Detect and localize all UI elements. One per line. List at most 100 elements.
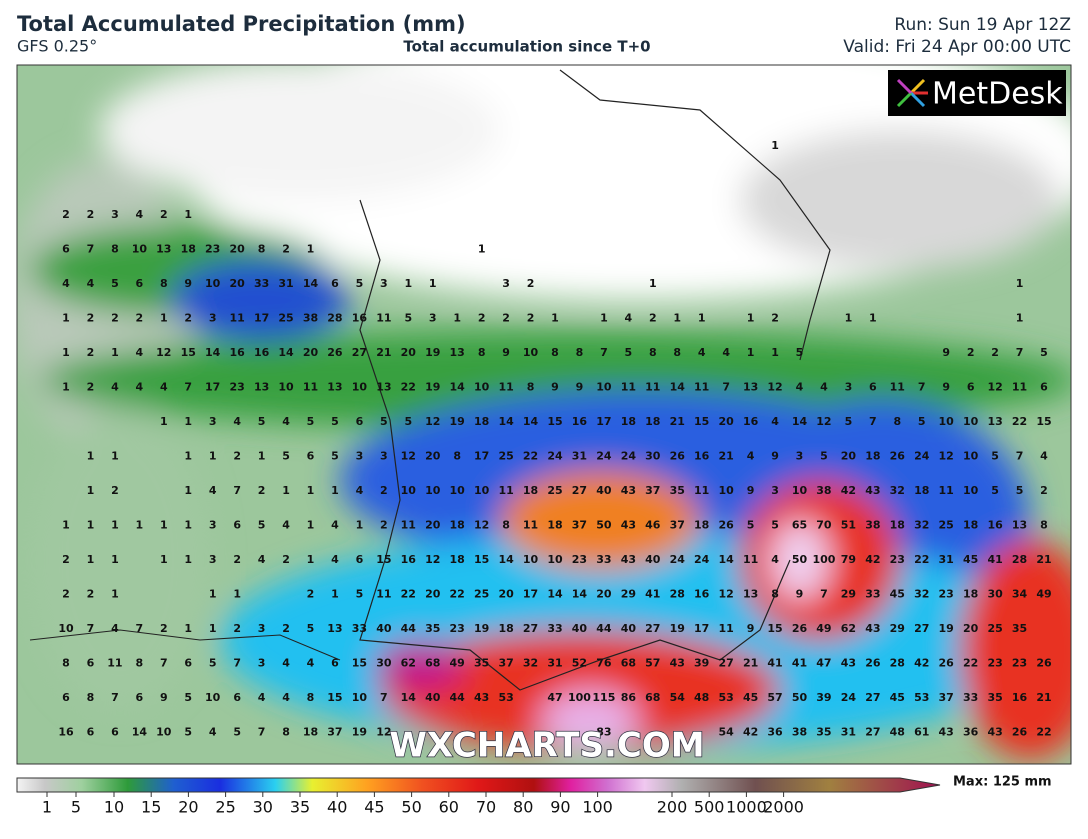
grid-value: 13 — [376, 381, 391, 394]
grid-value: 79 — [841, 553, 856, 566]
grid-value: 5 — [282, 450, 290, 463]
grid-value: 5 — [307, 415, 315, 428]
grid-value: 43 — [865, 484, 880, 497]
grid-value: 7 — [87, 243, 95, 256]
grid-value: 26 — [718, 519, 734, 532]
legend-tick-label: 15 — [141, 798, 161, 817]
grid-value: 14 — [792, 415, 808, 428]
grid-value: 1 — [209, 588, 217, 601]
value-grid: 12 2 3 4 2 16 7 8 10 13 18 23 20 8 2 1 14 4 5 6 8 9 10 20 33 31 14… — [58, 139, 1052, 739]
grid-value: 8 — [453, 450, 461, 463]
grid-value: 11 — [1012, 381, 1027, 394]
grid-value: 7 — [1016, 346, 1024, 359]
grid-value: 20 — [596, 588, 612, 601]
grid-value: 4 — [209, 484, 217, 497]
grid-value: 6 — [111, 726, 119, 739]
grid-value: 30 — [987, 588, 1003, 601]
grid-value: 7 — [869, 415, 877, 428]
grid-value: 8 — [136, 657, 144, 670]
grid-value: 32 — [914, 588, 929, 601]
grid-value: 5 — [991, 450, 999, 463]
grid-value: 5 — [1016, 484, 1024, 497]
grid-value: 40 — [376, 622, 392, 635]
grid-value: 5 — [184, 691, 192, 704]
grid-value: 5 — [918, 415, 926, 428]
grid-value: 10 — [939, 415, 955, 428]
grid-value: 37 — [572, 519, 587, 532]
grid-value: 49 — [450, 657, 465, 670]
grid-value: 19 — [425, 381, 440, 394]
grid-value: 5 — [845, 415, 853, 428]
grid-value: 5 — [331, 450, 339, 463]
grid-value: 8 — [478, 346, 486, 359]
grid-value: 4 — [356, 484, 364, 497]
grid-value: 1 — [62, 519, 70, 532]
grid-value: 26 — [939, 657, 955, 670]
grid-value: 8 — [771, 588, 779, 601]
grid-value: 26 — [1012, 726, 1028, 739]
grid-value: 16 — [694, 450, 710, 463]
grid-value: 19 — [352, 726, 367, 739]
grid-value: 2 — [967, 346, 975, 359]
grid-value: 1 — [111, 519, 119, 532]
grid-value: 4 — [307, 657, 315, 670]
grid-value: 18 — [303, 726, 318, 739]
grid-value: 12 — [425, 553, 440, 566]
grid-value: 13 — [254, 381, 269, 394]
grid-value: 35 — [474, 657, 489, 670]
grid-value: 7 — [1016, 450, 1024, 463]
grid-value: 11 — [743, 553, 758, 566]
grid-value: 3 — [258, 622, 266, 635]
grid-value: 17 — [205, 381, 220, 394]
grid-value: 15 — [327, 691, 342, 704]
grid-value: 7 — [136, 622, 144, 635]
grid-value: 4 — [87, 277, 95, 290]
grid-value: 1 — [331, 588, 339, 601]
grid-value: 13 — [156, 243, 171, 256]
grid-value: 8 — [576, 346, 584, 359]
grid-value: 9 — [771, 450, 779, 463]
grid-value: 31 — [841, 726, 856, 739]
legend-tick-label: 50 — [401, 798, 421, 817]
grid-value: 5 — [258, 415, 266, 428]
grid-value: 43 — [670, 657, 685, 670]
grid-value: 41 — [987, 553, 1002, 566]
grid-value: 4 — [331, 519, 339, 532]
grid-value: 50 — [792, 553, 808, 566]
grid-value: 41 — [792, 657, 807, 670]
grid-value: 9 — [502, 346, 510, 359]
grid-value: 32 — [914, 519, 929, 532]
grid-value: 16 — [352, 312, 368, 325]
grid-value: 10 — [205, 277, 221, 290]
grid-value: 10 — [352, 691, 368, 704]
grid-value: 40 — [596, 484, 612, 497]
grid-value: 20 — [229, 243, 245, 256]
grid-value: 43 — [987, 726, 1002, 739]
grid-value: 6 — [62, 243, 70, 256]
grid-value: 4 — [796, 381, 804, 394]
map-frame — [16, 64, 1072, 765]
grid-value: 5 — [356, 277, 364, 290]
grid-value: 13 — [987, 415, 1002, 428]
grid-value: 15 — [181, 346, 196, 359]
grid-value: 1 — [136, 519, 144, 532]
grid-value: 9 — [747, 484, 755, 497]
grid-value: 11 — [498, 381, 513, 394]
grid-value: 4 — [722, 346, 730, 359]
grid-value: 57 — [645, 657, 660, 670]
grid-value: 7 — [233, 484, 241, 497]
grid-value: 2 — [282, 622, 290, 635]
grid-value: 2 — [258, 484, 266, 497]
grid-value: 23 — [229, 381, 244, 394]
grid-value: 2 — [87, 208, 95, 221]
grid-value: 53 — [914, 691, 929, 704]
grid-value: 20 — [963, 622, 979, 635]
grid-value: 5 — [209, 657, 217, 670]
grid-value: 6 — [136, 277, 144, 290]
grid-value: 15 — [474, 553, 489, 566]
grid-value: 6 — [87, 726, 95, 739]
grid-value: 1 — [551, 312, 559, 325]
grid-value: 43 — [621, 484, 636, 497]
grid-value: 61 — [914, 726, 929, 739]
